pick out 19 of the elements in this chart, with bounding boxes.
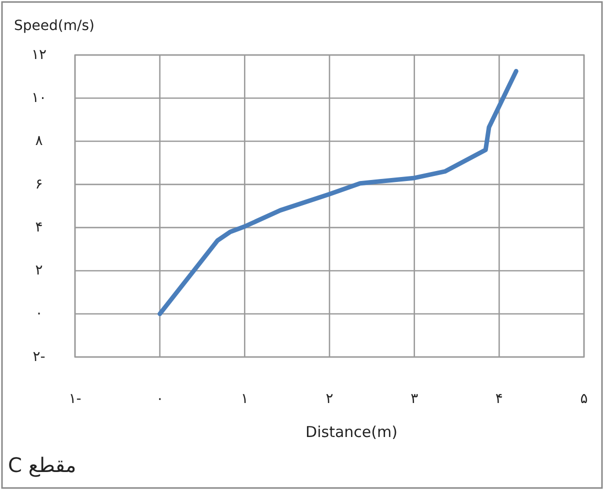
x-tick-label: ۰ — [156, 390, 164, 407]
y-axis-title: Speed(m/s) — [14, 18, 94, 34]
line-series — [158, 68, 518, 316]
x-tick-label: ۱- — [68, 390, 82, 407]
y-tick-label: ۴ — [35, 219, 43, 236]
y-tick-label: ۶ — [35, 176, 43, 192]
x-tick-label: ۲ — [326, 390, 334, 407]
y-tick-label: ۲ — [35, 262, 43, 279]
x-tick-label: ۴ — [495, 390, 503, 407]
y-tick-label: ۱۰ — [31, 90, 47, 106]
y-tick-label: ۸ — [35, 133, 44, 150]
x-tick-label: ۵ — [580, 390, 588, 407]
y-tick-label: ۰ — [35, 306, 43, 322]
x-tick-label: ۳ — [410, 390, 419, 407]
x-tick-label: ۱ — [240, 390, 248, 407]
y-tick-label: ۱۲ — [31, 46, 47, 63]
y-tick-label: ۲- — [32, 348, 46, 365]
text: مقطع C — [8, 453, 76, 477]
x-axis-title: Distance(m) — [306, 423, 398, 441]
